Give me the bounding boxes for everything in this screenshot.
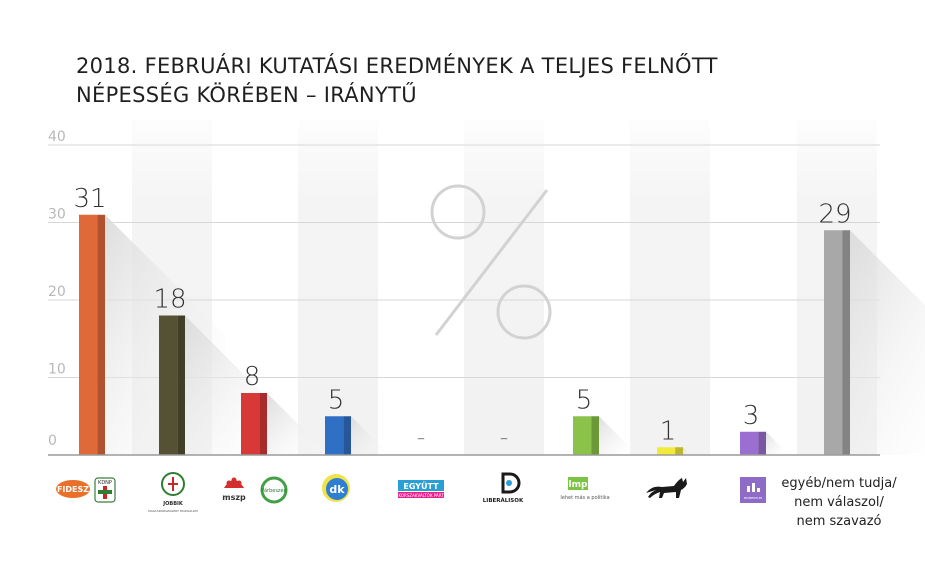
bar-7	[657, 447, 676, 455]
egyutt-logo-text: EGYÜTT	[403, 481, 439, 491]
bar-shadow-6	[599, 416, 640, 457]
lmp-logo: lmp lehet más a politika	[560, 477, 610, 501]
bar-2	[241, 393, 260, 455]
bar-side-3	[343, 416, 351, 455]
chart-title-line-1: 2018. FEBRUÁRI KUTATÁSI EREDMÉNYEK A TEL…	[76, 54, 718, 78]
liberalisok-logo: LIBERÁLISOK	[483, 472, 524, 504]
value-label-4: –	[417, 428, 425, 447]
value-label-5: –	[500, 428, 508, 447]
momentum-logo: MOMENTUM	[740, 477, 766, 503]
bar-shadow-7	[683, 447, 692, 456]
value-label-7: 1	[660, 416, 677, 446]
value-label-8: 3	[743, 401, 760, 431]
other-label-line-2: nem válaszol/	[794, 495, 884, 510]
other-label-line-1: egyéb/nem tudja/	[781, 476, 897, 491]
liberalisok-logo-text: LIBERÁLISOK	[483, 497, 524, 504]
momentum-logo-text: MOMENTUM	[744, 496, 763, 500]
egyutt-logo-subtext: A KORSZAKVÁLTÓK PÁRTJA	[394, 493, 447, 498]
y-tick-label-10: 10	[48, 362, 66, 378]
mszp-logo: mszp	[222, 477, 246, 502]
other-label-line-3: nem szavazó	[796, 514, 882, 529]
jobbik-logo-subtext: MAGYARORSZÁGÉRT MOZGALOM	[148, 508, 198, 513]
dk-logo: dk	[322, 474, 350, 502]
y-tick-label-30: 30	[48, 207, 66, 223]
jobbik-logo-text: JOBBIK	[162, 501, 184, 507]
egyutt-logo: EGYÜTT A KORSZAKVÁLTÓK PÁRTJA	[394, 480, 448, 498]
bar-side-9	[842, 230, 850, 455]
y-tick-label-0: 0	[48, 433, 57, 449]
y-tick-label-20: 20	[48, 284, 66, 300]
value-label-0: 31	[73, 184, 106, 214]
lmp-logo-subtext: lehet más a politika	[560, 494, 609, 501]
y-axis: 0 10 20 30 40	[48, 129, 66, 449]
fidesz-logo: FIDESZ	[56, 480, 90, 498]
bar-shadow-8	[766, 431, 791, 457]
y-tick-label-40: 40	[48, 129, 66, 145]
bar-side-6	[591, 416, 599, 455]
mszp-logo-text: mszp	[222, 493, 246, 502]
kdnp-logo: KDNP	[94, 477, 116, 503]
jobbik-logo: JOBBIK MAGYARORSZÁGÉRT MOZGALOM	[148, 472, 198, 513]
value-labels: 31 18 8 5 – – 5 1 3 29	[73, 184, 851, 447]
kdnp-logo-text: KDNP	[98, 480, 112, 486]
bar-6	[573, 416, 592, 455]
bar-0	[79, 214, 98, 455]
background-bands	[132, 120, 877, 455]
value-label-6: 5	[576, 385, 593, 415]
bar-side-2	[259, 393, 267, 455]
bar-side-1	[177, 315, 185, 455]
dk-logo-text: dk	[329, 483, 345, 496]
parbeszed-logo-text: Párbeszéd	[261, 487, 287, 494]
bar-shadow-2	[267, 393, 333, 459]
percent-watermark	[430, 184, 552, 340]
bar-shadow-3	[351, 416, 392, 457]
mkkp-dog-logo	[646, 478, 687, 498]
bar-shadows	[105, 214, 925, 459]
value-label-1: 18	[153, 285, 186, 315]
lmp-logo-text: lmp	[569, 480, 588, 490]
bar-side-7	[675, 447, 683, 455]
chart-title-line-2: NÉPESSÉG KÖRÉBEN – IRÁNYTŰ	[76, 83, 417, 107]
band-7	[630, 120, 710, 455]
bar-shadow-9	[850, 230, 925, 455]
value-label-2: 8	[244, 362, 261, 392]
parbeszed-logo: Párbeszéd	[260, 476, 288, 504]
bar-9	[824, 230, 843, 455]
other-category-label: egyéb/nem tudja/ nem válaszol/ nem szava…	[780, 474, 898, 531]
bar-3	[325, 416, 344, 455]
bar-8	[740, 431, 759, 455]
bar-side-0	[97, 214, 105, 455]
band-3	[298, 120, 378, 455]
chart-title: 2018. FEBRUÁRI KUTATÁSI EREDMÉNYEK A TEL…	[76, 52, 796, 110]
value-label-9: 29	[818, 199, 851, 229]
value-label-3: 5	[328, 385, 345, 415]
bars	[79, 214, 850, 455]
bar-1	[159, 315, 178, 455]
bar-side-8	[758, 431, 766, 455]
fidesz-logo-text: FIDESZ	[57, 485, 89, 494]
